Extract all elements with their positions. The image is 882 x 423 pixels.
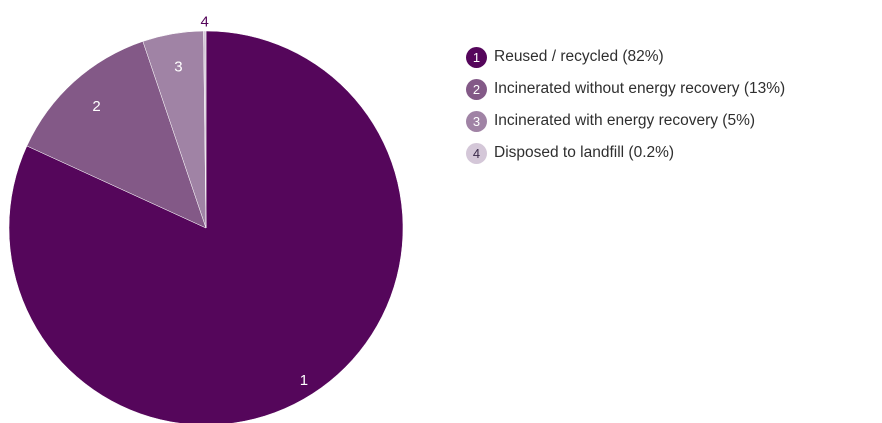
legend-item-incinerated-without-recovery: 2 Incinerated without energy recovery (1…	[466, 78, 785, 100]
legend-item-reused-recycled: 1 Reused / recycled (82%)	[466, 46, 785, 68]
pie-slice-4	[203, 30, 207, 229]
pie-slice-label-3: 3	[174, 58, 182, 75]
legend-marker-2: 2	[466, 78, 487, 100]
pie-slice-label-2: 2	[92, 98, 100, 115]
legend-marker-4: 4	[466, 142, 487, 164]
legend-label-3: Incinerated with energy recovery (5%)	[494, 112, 756, 129]
legend-label-4: Disposed to landfill (0.2%)	[494, 144, 675, 161]
legend: 1 Reused / recycled (82%) 2 Incinerated …	[466, 46, 785, 174]
legend-label-1: Reused / recycled (82%)	[494, 48, 664, 65]
legend-item-landfill: 4 Disposed to landfill (0.2%)	[466, 142, 785, 164]
legend-label-2: Incinerated without energy recovery (13%…	[494, 80, 786, 97]
legend-item-incinerated-with-recovery: 3 Incinerated with energy recovery (5%)	[466, 110, 785, 132]
pie-chart: 1 2 3 4	[8, 14, 404, 423]
pie-slice-label-1: 1	[300, 372, 308, 389]
pie-slice-2	[26, 41, 207, 229]
legend-marker-1: 1	[466, 46, 487, 68]
pie-slice-label-4: 4	[201, 14, 209, 31]
pie-slice-1	[8, 30, 404, 423]
legend-marker-3: 3	[466, 110, 487, 132]
